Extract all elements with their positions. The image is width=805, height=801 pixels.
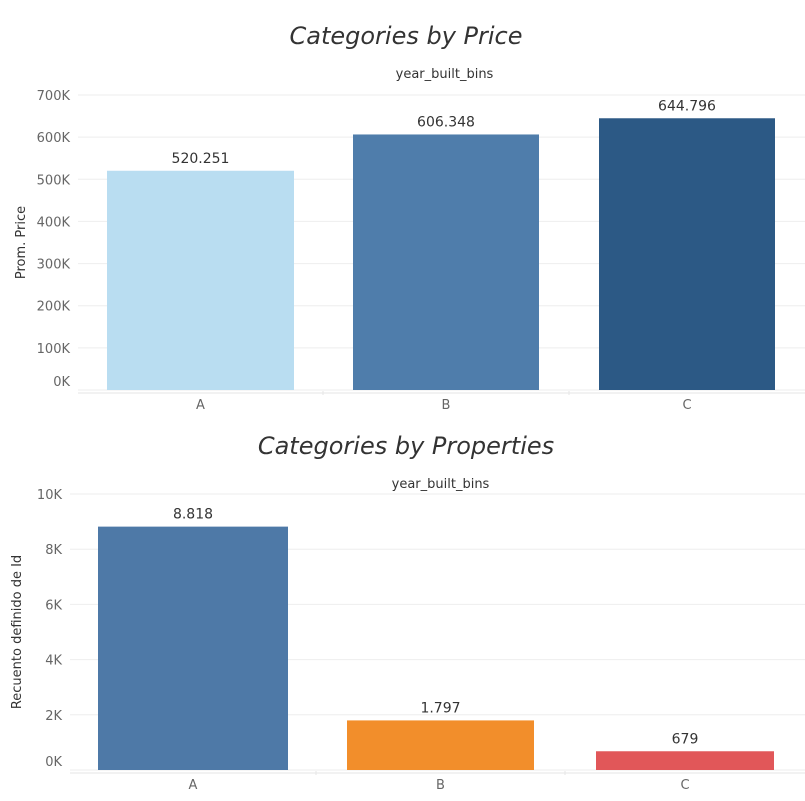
chart-title: Categories by Price [289,22,522,50]
chart-title: Categories by Properties [258,432,554,460]
y-tick-label: 0K [45,755,62,770]
y-tick-label: 8K [45,543,62,558]
x-category-label: B [442,398,451,413]
y-tick-label: 100K [37,342,71,357]
y-tick-label: 400K [37,215,71,230]
data-label: 520.251 [172,151,230,167]
y-tick-label: 300K [37,258,71,273]
bar-b [353,134,539,390]
bar-c [599,118,775,391]
y-tick-label: 2K [45,709,62,724]
bar-a [107,170,294,390]
data-label: 1.797 [420,700,460,716]
y-tick-label: 6K [45,598,62,613]
y-axis-label: Recuento definido de Id [10,555,25,709]
column-header: year_built_bins [392,477,490,492]
x-category-label: C [680,778,689,793]
y-tick-label: 4K [45,654,62,669]
y-tick-label: 200K [37,300,71,315]
bar-c [596,751,774,770]
y-tick-label: 700K [37,89,71,104]
y-tick-label: 10K [37,488,63,503]
x-category-label: A [189,778,198,793]
column-header: year_built_bins [396,67,494,82]
data-label: 606.348 [417,114,475,130]
y-tick-label: 600K [37,131,71,146]
y-tick-label: 500K [37,173,71,188]
x-category-label: A [196,398,205,413]
y-tick-label: 0K [53,375,70,390]
bar-b [347,720,534,770]
data-label: 644.796 [658,98,716,114]
x-category-label: C [682,398,691,413]
data-label: 8.818 [173,507,213,523]
bar-a [98,526,288,770]
y-axis-label: Prom. Price [14,206,29,279]
x-category-label: B [436,778,445,793]
data-label: 679 [672,731,699,747]
